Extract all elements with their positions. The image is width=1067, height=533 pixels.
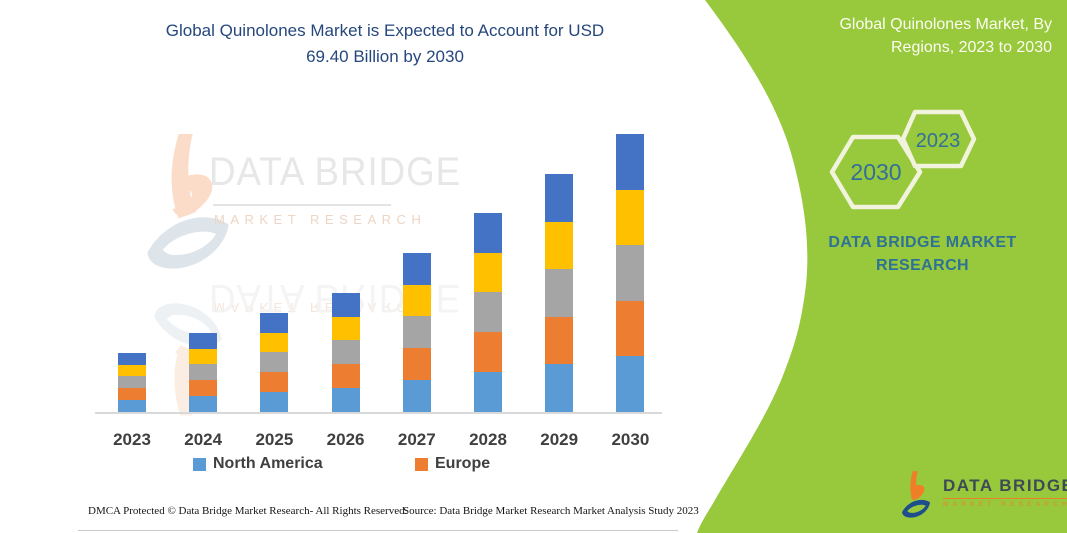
segment-unlabeled-yellow-: [260, 332, 289, 353]
segment-unlabeled-gray-: [118, 376, 146, 389]
hexagon-2023-label: 2023: [916, 130, 961, 152]
segment-unlabeled-yellow-: [545, 221, 574, 270]
segment-unlabeled-dark-blue-: [189, 332, 218, 349]
data-bridge-logo-icon: [901, 471, 931, 518]
segment-unlabeled-gray-: [545, 269, 574, 317]
stacked-bar-2025: [260, 312, 289, 412]
segment-north-america: [118, 400, 146, 412]
x-axis-label-2025: 2025: [255, 430, 294, 449]
hexagon-2030-label: 2030: [850, 159, 901, 185]
stacked-bar-2028: [474, 212, 502, 412]
segment-unlabeled-dark-blue-: [616, 134, 645, 190]
segment-unlabeled-dark-blue-: [545, 174, 574, 222]
segment-europe: [402, 348, 431, 381]
stacked-bar-2027: [402, 252, 431, 412]
segment-unlabeled-yellow-: [474, 252, 502, 293]
stacked-bar-2023: [118, 352, 146, 412]
segment-north-america: [474, 372, 502, 412]
x-axis-label-2023: 2023: [113, 430, 151, 449]
legend-swatch-icon: [193, 457, 206, 471]
x-axis-label-2026: 2026: [326, 430, 365, 449]
x-axis-baseline: [95, 412, 662, 414]
segment-unlabeled-gray-: [331, 340, 360, 365]
hexagon-2030: 2030: [829, 134, 923, 210]
segment-north-america: [402, 380, 431, 412]
stacked-bar-2030: [616, 134, 645, 412]
segment-unlabeled-yellow-: [402, 284, 431, 317]
x-axis-label-2028: 2028: [469, 430, 507, 449]
stacked-bar-2024: [189, 332, 218, 412]
segment-unlabeled-gray-: [402, 316, 431, 349]
segment-unlabeled-dark-blue-: [260, 312, 289, 333]
sidebar-heading-line1: Global Quinolones Market, By: [839, 16, 1052, 33]
segment-unlabeled-dark-blue-: [118, 352, 146, 365]
x-axis-label-2030: 2030: [611, 430, 650, 449]
segment-north-america: [545, 364, 574, 412]
segment-europe: [331, 364, 360, 389]
segment-north-america: [616, 356, 645, 412]
legend-item-north-america: North America: [193, 455, 323, 473]
data-bridge-logo: DATA BRIDGE MARKET RESEARCH: [897, 470, 1067, 524]
sidebar-heading: Global Quinolones Market, By Regions, 20…: [740, 13, 1052, 59]
segment-unlabeled-dark-blue-: [402, 252, 431, 285]
footer-dmca-text: DMCA Protected © Data Bridge Market Rese…: [88, 505, 408, 517]
data-bridge-logo-name: DATA BRIDGE: [943, 476, 1067, 495]
segment-unlabeled-yellow-: [616, 189, 645, 246]
segment-europe: [189, 380, 218, 397]
hexagon-2023: 2023: [900, 109, 977, 169]
segment-europe: [616, 300, 645, 357]
legend-item-europe: Europe: [415, 455, 490, 473]
sidebar-brand-text: DATA BRIDGE MARKET RESEARCH: [805, 231, 1040, 277]
segment-north-america: [189, 396, 218, 412]
segment-unlabeled-gray-: [260, 352, 289, 373]
legend-label: North America: [213, 455, 323, 472]
segment-unlabeled-yellow-: [118, 364, 146, 377]
data-bridge-logo-text: DATA BRIDGE MARKET RESEARCH: [943, 476, 1067, 508]
segment-unlabeled-gray-: [616, 245, 645, 301]
stacked-bar-2029: [545, 174, 574, 412]
sidebar-heading-line2: Regions, 2023 to 2030: [890, 39, 1052, 56]
segment-unlabeled-dark-blue-: [331, 292, 360, 317]
footer-source-text: Source: Data Bridge Market Research Mark…: [403, 505, 699, 517]
segment-unlabeled-gray-: [474, 292, 502, 333]
segment-north-america: [331, 388, 360, 412]
data-bridge-logo-subtitle: MARKET RESEARCH: [943, 498, 1067, 508]
legend-swatch-icon: [415, 457, 428, 471]
sidebar-brand-line1: DATA BRIDGE MARKET: [828, 234, 1017, 251]
segment-unlabeled-yellow-: [189, 348, 218, 365]
segment-unlabeled-dark-blue-: [474, 212, 502, 253]
segment-europe: [118, 388, 146, 401]
segment-europe: [260, 372, 289, 393]
x-axis-label-2027: 2027: [397, 430, 436, 449]
segment-unlabeled-gray-: [189, 364, 218, 381]
sidebar-brand-line2: RESEARCH: [876, 257, 969, 274]
chart-title: Global Quinolones Market is Expected to …: [60, 18, 710, 70]
x-axis-label-2024: 2024: [184, 430, 223, 449]
bottom-divider-line: [78, 530, 678, 531]
chart-title-line1: Global Quinolones Market is Expected to …: [165, 21, 605, 40]
segment-europe: [545, 316, 574, 365]
segment-unlabeled-yellow-: [331, 316, 360, 341]
chart-title-line2: 69.40 Billion by 2030: [306, 47, 464, 66]
segment-europe: [474, 332, 502, 373]
x-axis-label-2029: 2029: [540, 430, 579, 449]
stacked-bar-2026: [331, 292, 360, 412]
segment-north-america: [260, 392, 289, 412]
legend-label: Europe: [435, 455, 491, 472]
